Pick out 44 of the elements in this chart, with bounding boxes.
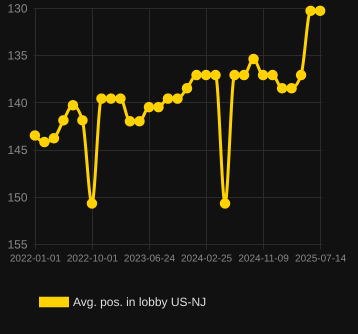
y-tick-label: 150 [7, 190, 28, 204]
x-tick-label: 2022-01-01 [10, 254, 62, 264]
point [248, 54, 259, 64]
point [58, 115, 69, 126]
point [238, 70, 250, 80]
point [305, 6, 316, 16]
y-tick-label: 130 [7, 2, 28, 16]
point [86, 198, 98, 209]
legend-label: Avg. pos. in lobby US-NJ [73, 295, 206, 309]
point [258, 70, 268, 80]
point [296, 70, 306, 80]
y-tick-label: 140 [7, 96, 28, 110]
x-tick-label: 2023-06-24 [124, 254, 176, 264]
point [191, 70, 202, 80]
point [96, 93, 107, 104]
point [134, 116, 145, 127]
point [210, 70, 221, 80]
point [68, 100, 78, 110]
x-tick-label: 2024-11-09 [238, 254, 290, 264]
x-tick-label: 2022-10-01 [66, 254, 118, 264]
point [267, 70, 278, 80]
point [48, 133, 60, 144]
point [172, 93, 183, 104]
x-tick-label: 2025-07-14 [295, 254, 347, 264]
point [286, 83, 297, 94]
point [144, 102, 154, 112]
point [182, 83, 192, 94]
point [124, 116, 136, 127]
y-tick-label: 145 [7, 143, 28, 158]
y-tick-label: 135 [7, 48, 28, 63]
point [115, 93, 126, 104]
x-tick-label: 2024-02-25 [180, 254, 233, 264]
point [39, 136, 50, 148]
y-tick-label: 155 [7, 238, 28, 252]
point [162, 93, 174, 104]
point [220, 198, 230, 209]
point [153, 102, 164, 112]
point [77, 115, 88, 126]
point [314, 6, 326, 16]
point [30, 130, 40, 141]
point [200, 70, 212, 80]
point [276, 83, 288, 94]
point [229, 70, 240, 80]
point [106, 93, 116, 104]
